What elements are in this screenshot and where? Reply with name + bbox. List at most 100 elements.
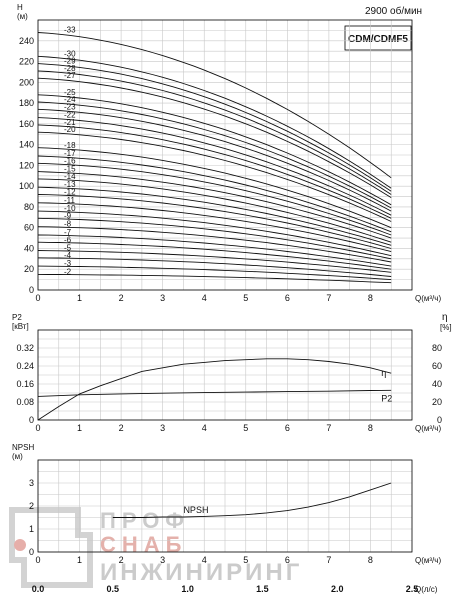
y-tick-label: 3 <box>29 478 34 488</box>
x-tick-label: 3 <box>160 293 165 303</box>
power-efficiency-chart: 00.080.160.240.320 1 2 3 4 5 6 7 8 Q(м³/ч)P2[кВт]… <box>12 312 452 433</box>
head-curve <box>37 32 392 179</box>
plot-frame <box>37 329 413 421</box>
y-tick-label: 0.08 <box>16 397 34 407</box>
head-curve <box>37 178 392 243</box>
y-tick-label: 200 <box>19 77 34 87</box>
x-tick-label: 6 <box>285 423 290 433</box>
y-axis-label: P2 <box>12 313 22 322</box>
stage-label: -18 <box>64 141 76 150</box>
head-curve <box>37 273 392 284</box>
stage-label: -16 <box>64 156 76 165</box>
x-tick-label: 3 <box>160 555 165 565</box>
plot-frame <box>37 459 413 553</box>
head-curve <box>37 131 392 222</box>
y-tick-label: 80 <box>24 202 34 212</box>
stage-label: -21 <box>64 118 76 127</box>
head-curve <box>37 265 392 281</box>
x-tick-label: 0 <box>35 423 40 433</box>
y-tick-label: 220 <box>19 57 34 67</box>
stage-label: -25 <box>64 88 76 97</box>
x-tick-label: 0 <box>35 293 40 303</box>
head-curve <box>37 63 392 192</box>
y-axis-unit: (м) <box>12 452 23 461</box>
head-curve <box>37 94 392 206</box>
y2-tick-label: 20 <box>432 397 442 407</box>
stage-label: -7 <box>64 228 72 237</box>
stage-label: -2 <box>64 267 72 276</box>
x-tick-label: 8 <box>368 555 373 565</box>
watermark-line-2: СНАБ <box>100 532 187 557</box>
head-curve <box>37 147 392 229</box>
head-curve <box>37 202 392 253</box>
y-tick-label: 0.16 <box>16 379 34 389</box>
x2-tick-label: 1.0 <box>181 584 194 594</box>
power-curve <box>37 389 392 397</box>
stage-label: -13 <box>64 180 76 189</box>
stage-label: -11 <box>64 196 76 205</box>
stage-label: -9 <box>64 211 72 220</box>
x-tick-label: 2 <box>119 423 124 433</box>
x-axis-label: Q(м³/ч) <box>415 556 441 565</box>
x-tick-label: 1 <box>77 293 82 303</box>
head-curve <box>37 250 392 273</box>
y-axis-unit: [кВт] <box>12 322 29 331</box>
x-tick-label: 6 <box>285 293 290 303</box>
watermark-logo-icon <box>9 507 93 588</box>
stage-label: -33 <box>64 26 76 35</box>
x-tick-label: 1 <box>77 555 82 565</box>
y-axis-label: NPSH <box>12 443 34 452</box>
y2-tick-label: 60 <box>432 361 442 371</box>
head-curve <box>37 77 392 198</box>
stage-label: -10 <box>64 204 76 213</box>
head-curve <box>37 257 392 277</box>
head-curve <box>37 124 392 219</box>
x-tick-label: 4 <box>202 555 207 565</box>
y-tick-label: 0 <box>29 547 34 557</box>
y-tick-label: 140 <box>19 140 34 150</box>
x2-tick-label: 2.0 <box>331 584 344 594</box>
head-curve <box>37 226 392 263</box>
head-curve <box>37 101 392 209</box>
y2-tick-label: 80 <box>432 343 442 353</box>
y-tick-label: 100 <box>19 181 34 191</box>
y-axis-unit: (м) <box>17 12 28 21</box>
watermark: ПРОФ СНАБ ИНЖИНИРИНГ <box>9 507 302 588</box>
y-tick-label: 180 <box>19 98 34 108</box>
stage-label: -12 <box>64 188 76 197</box>
x-tick-label: 7 <box>326 293 331 303</box>
head-curve <box>37 155 392 233</box>
stage-label: -23 <box>64 102 76 111</box>
x-tick-label: 2 <box>119 555 124 565</box>
watermark-line-3: ИНЖИНИРИНГ <box>100 559 302 586</box>
stage-label: -4 <box>64 251 72 260</box>
efficiency-curve <box>37 358 392 421</box>
y-tick-label: 1 <box>29 524 34 534</box>
model-box <box>344 25 412 51</box>
x-tick-label: 5 <box>243 293 248 303</box>
y-axis-label: H <box>17 3 23 12</box>
head-curve <box>37 108 392 212</box>
x-tick-label: 4 <box>202 423 207 433</box>
x-axis-label: Q(м³/ч) <box>415 424 441 433</box>
x-tick-label: 8 <box>368 423 373 433</box>
y-tick-label: 0 <box>29 285 34 295</box>
y-tick-label: 0 <box>29 415 34 425</box>
stage-label: -27 <box>64 71 76 80</box>
x-tick-label: 7 <box>326 555 331 565</box>
stage-label: -14 <box>64 172 76 181</box>
stage-label: -30 <box>64 49 76 58</box>
stage-label: -15 <box>64 165 76 174</box>
x-tick-label: 1 <box>77 423 82 433</box>
head-curve <box>37 70 392 195</box>
head-curve <box>37 210 392 257</box>
x2-tick-label: 1.5 <box>256 584 269 594</box>
stage-label: -17 <box>64 149 76 158</box>
series-label: P2 <box>381 393 392 403</box>
stage-label: -28 <box>64 64 76 73</box>
x2-axis-label: Q(л/с) <box>415 585 438 594</box>
y2-tick-label: 40 <box>432 379 442 389</box>
stage-label: -3 <box>64 259 72 268</box>
x2-tick-label: 0.0 <box>32 584 45 594</box>
